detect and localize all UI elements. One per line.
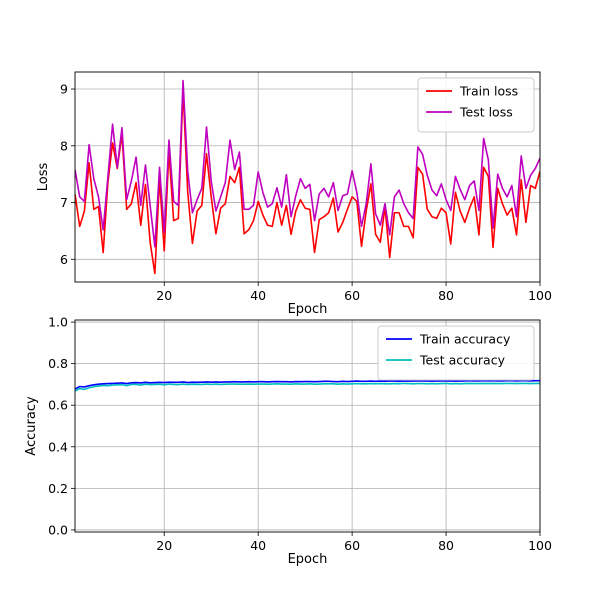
accuracy-subplot: 20 40 60 80 100 0.0 0.2 0.4 0.6 0.8 1.0 Epoch Accura… [24,315,552,567]
y-axis-label: Loss [36,163,51,192]
legend-entry-label: Train accuracy [419,332,511,347]
y-tick-label: 6 [60,252,68,267]
y-tick-label: 0.0 [48,522,68,537]
series-lines [75,79,540,275]
legend-box [377,325,535,381]
x-axis-label: Epoch [288,552,328,567]
y-axis-label: Accuracy [24,396,39,456]
y-tick-label: 1.0 [48,315,68,330]
x-tick-label: 100 [528,538,552,553]
x-tick-label: 100 [528,288,552,303]
x-tick-label: 40 [250,288,266,303]
legend-entry-label: Test loss [459,105,513,120]
y-tick-label: 0.4 [48,439,68,454]
legend: Train loss Test loss [417,77,535,133]
y-tick-label: 0.8 [48,356,68,371]
y-tick-label: 0.2 [48,481,68,496]
series-line-test-loss [75,79,540,248]
axes-frame [74,319,541,533]
legend: Train accuracy Test accuracy [377,325,535,381]
loss-subplot: 20 40 60 80 100 6 7 8 9 Epoch Loss Train loss Test l… [36,71,552,317]
x-tick-label: 80 [438,538,454,553]
y-tick-label: 0.6 [48,398,68,413]
y-tick-label: 9 [60,82,68,97]
legend-entry-label: Train loss [459,84,518,99]
x-tick-label: 20 [156,288,172,303]
series-line-train-accuracy [75,379,540,390]
x-tick-label: 60 [344,288,360,303]
y-tick-label: 8 [60,138,68,153]
x-axis-label: Epoch [288,302,328,317]
x-tick-label: 60 [344,538,360,553]
axes-frame [74,71,541,283]
series-lines [75,379,540,392]
series-line-test-accuracy [75,382,540,392]
x-tick-label: 80 [438,288,454,303]
x-tick-label: 40 [250,538,266,553]
x-tick-label: 20 [156,538,172,553]
y-tick-label: 7 [60,195,68,210]
series-line-train-loss [75,89,540,275]
legend-entry-label: Test accuracy [419,353,506,368]
